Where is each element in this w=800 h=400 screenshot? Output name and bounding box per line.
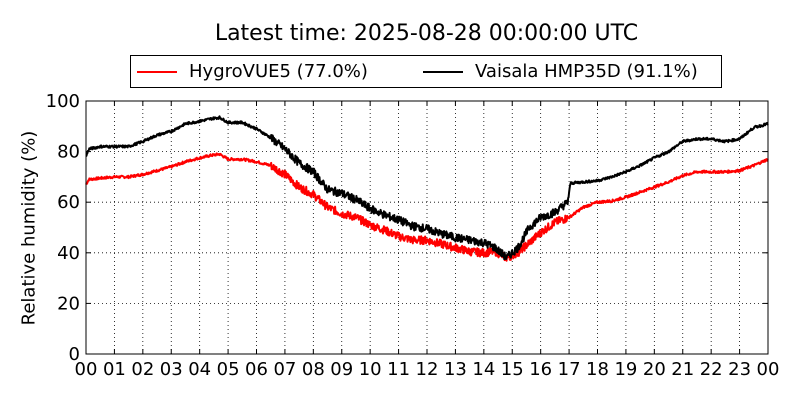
x-tick-label: 07: [273, 359, 296, 380]
x-tick-label: 16: [529, 359, 552, 380]
x-tick-label: 23: [728, 359, 751, 380]
legend-label: HygroVUE5 (77.0%): [189, 61, 368, 82]
x-tick-label: 18: [586, 359, 609, 380]
x-tick-label: 01: [103, 359, 126, 380]
x-tick-label: 20: [643, 359, 666, 380]
x-tick-label: 15: [501, 359, 524, 380]
x-tick-label: 19: [614, 359, 637, 380]
y-tick-label: 60: [57, 192, 80, 213]
legend-swatch-black: [423, 71, 463, 73]
x-tick-label: 12: [416, 359, 439, 380]
legend-swatch-red: [137, 71, 177, 73]
x-tick-label: 22: [700, 359, 723, 380]
x-tick-label: 13: [444, 359, 467, 380]
y-tick-label: 20: [57, 293, 80, 314]
legend-label: Vaisala HMP35D (91.1%): [475, 61, 698, 82]
series-line-vaisala: [85, 115, 769, 261]
y-tick-label: 40: [57, 243, 80, 264]
x-tick-label: 02: [131, 359, 154, 380]
x-tick-label: 08: [302, 359, 325, 380]
y-tick-label: 0: [69, 344, 80, 365]
x-tick-label: 03: [160, 359, 183, 380]
chart-legend: HygroVUE5 (77.0%) Vaisala HMP35D (91.1%): [130, 55, 722, 88]
series-line-hygrovue5: [85, 152, 769, 262]
x-tick-label: 06: [245, 359, 268, 380]
x-tick-label: 14: [472, 359, 495, 380]
y-tick-label: 80: [57, 142, 80, 163]
x-tick-label: 10: [359, 359, 382, 380]
x-tick-label: 00: [757, 359, 780, 380]
x-tick-label: 21: [671, 359, 694, 380]
chart-title: Latest time: 2025-08-28 00:00:00 UTC: [214, 21, 639, 46]
y-tick-label: 100: [46, 91, 80, 112]
x-tick-label: 11: [387, 359, 410, 380]
x-tick-label: 05: [217, 359, 240, 380]
x-tick-label: 17: [558, 359, 581, 380]
x-tick-label: 04: [188, 359, 211, 380]
x-tick-label: 00: [75, 359, 98, 380]
x-tick-label: 09: [330, 359, 353, 380]
